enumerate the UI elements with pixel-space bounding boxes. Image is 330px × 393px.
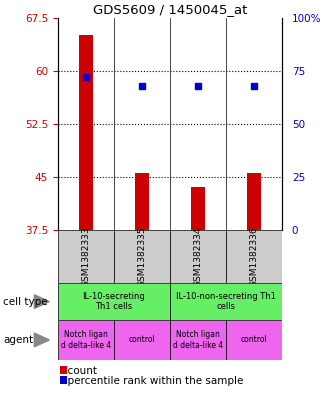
Text: GSM1382333: GSM1382333 xyxy=(81,226,90,287)
Text: GSM1382334: GSM1382334 xyxy=(193,226,203,286)
Bar xyxy=(58,230,114,283)
Bar xyxy=(58,320,114,360)
Polygon shape xyxy=(34,295,50,309)
Bar xyxy=(135,173,149,230)
Text: GSM1382336: GSM1382336 xyxy=(249,226,259,287)
Bar xyxy=(79,35,93,230)
Bar xyxy=(58,283,170,320)
Polygon shape xyxy=(34,333,50,347)
Text: control: control xyxy=(241,336,268,344)
Bar xyxy=(170,283,282,320)
Bar xyxy=(60,366,67,374)
Bar xyxy=(170,230,226,283)
Text: IL-10-secreting
Th1 cells: IL-10-secreting Th1 cells xyxy=(82,292,145,311)
Bar xyxy=(60,376,67,384)
Bar xyxy=(191,187,205,230)
Bar xyxy=(170,320,226,360)
Text: GSM1382335: GSM1382335 xyxy=(137,226,147,287)
Text: control: control xyxy=(128,336,155,344)
Text: agent: agent xyxy=(3,335,33,345)
Text: IL-10-non-secreting Th1
cells: IL-10-non-secreting Th1 cells xyxy=(176,292,276,311)
Bar xyxy=(226,320,282,360)
Bar xyxy=(247,173,261,230)
Text: count: count xyxy=(61,366,97,376)
Text: percentile rank within the sample: percentile rank within the sample xyxy=(61,376,244,386)
Title: GDS5609 / 1450045_at: GDS5609 / 1450045_at xyxy=(93,4,247,17)
Text: cell type: cell type xyxy=(3,297,48,307)
Bar xyxy=(114,230,170,283)
Text: Notch ligan
d delta-like 4: Notch ligan d delta-like 4 xyxy=(173,330,223,350)
Bar xyxy=(226,230,282,283)
Bar xyxy=(114,320,170,360)
Text: Notch ligan
d delta-like 4: Notch ligan d delta-like 4 xyxy=(61,330,111,350)
